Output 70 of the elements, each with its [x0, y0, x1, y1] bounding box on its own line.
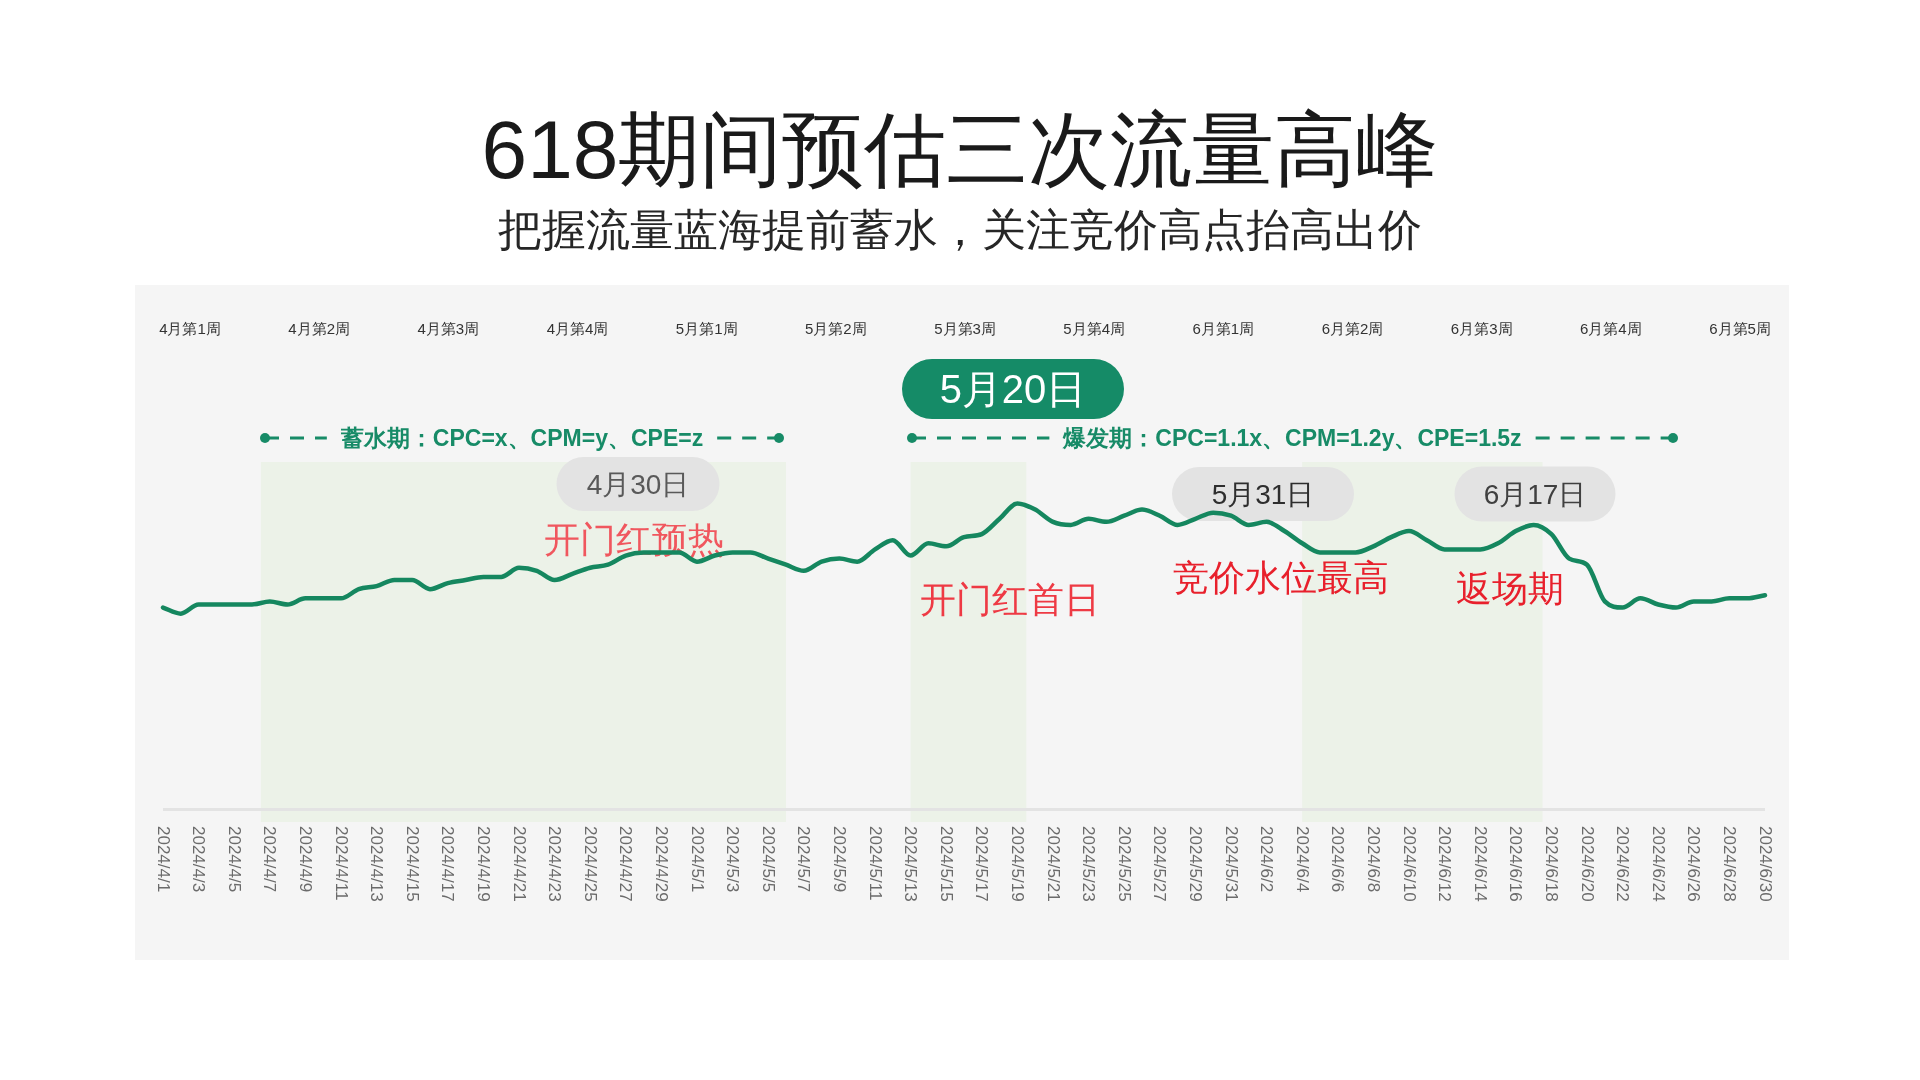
text: 爆发期：CPC=1.1x、CPM=1.2y、CPE=1.5z	[1062, 425, 1522, 451]
x-tick-label: 2024/6/2	[1257, 826, 1277, 893]
x-tick-label: 2024/6/24	[1648, 826, 1668, 902]
x-tick-label: 2024/4/13	[367, 826, 387, 902]
x-tick-label: 2024/5/19	[1007, 826, 1027, 902]
x-tick-label: 2024/5/15	[936, 826, 956, 902]
x-tick-label: 2024/5/5	[758, 826, 778, 893]
x-tick-label: 2024/4/21	[509, 826, 529, 902]
chart-title: 618期间预估三次流量高峰	[481, 103, 1439, 195]
text: 4月第1周	[159, 319, 221, 337]
x-tick-label: 2024/4/11	[331, 826, 351, 901]
x-tick-label: 2024/6/6	[1328, 826, 1348, 893]
chart-subtitle: 把握流量蓝海提前蓄水，关注竞价高点抬高出价	[498, 204, 1422, 254]
x-tick-label: 2024/6/28	[1719, 826, 1739, 902]
x-tick-label: 2024/6/18	[1541, 826, 1561, 902]
x-tick-label: 2024/4/5	[224, 826, 244, 893]
x-tick-label: 2024/4/7	[260, 826, 280, 893]
x-tick-label: 2024/4/19	[473, 826, 493, 902]
x-tick-label: 2024/6/8	[1363, 826, 1383, 893]
text: 4月第2周	[288, 319, 351, 337]
x-tick-label: 2024/4/29	[651, 826, 671, 902]
x-tick-label: 2024/5/27	[1150, 826, 1170, 902]
x-tick-label: 2024/4/23	[545, 826, 565, 902]
text: 4月30日	[586, 468, 690, 500]
text: 5月第4周	[1063, 319, 1126, 337]
x-tick-label: 2024/4/9	[295, 826, 315, 893]
text: 蓄水期：CPC=x、CPM=y、CPE=z	[339, 425, 704, 451]
annotation: 6月17日	[1483, 478, 1587, 510]
x-tick-label: 2024/6/26	[1684, 826, 1704, 902]
text: 5月20日	[939, 367, 1087, 411]
x-tick-label: 2024/6/16	[1506, 826, 1526, 902]
x-tick-label: 2024/5/11	[865, 826, 885, 901]
x-tick-label: 2024/4/27	[616, 826, 636, 902]
x-tick-label: 2024/6/30	[1755, 826, 1775, 902]
x-tick-label: 2024/5/25	[1114, 826, 1134, 902]
text: 6月第4周	[1580, 319, 1642, 337]
x-tick-label: 2024/4/17	[438, 826, 458, 902]
x-tick-label: 2024/5/7	[794, 826, 814, 893]
x-tick-label: 2024/5/29	[1185, 826, 1205, 902]
text: 6月第2周	[1321, 319, 1384, 337]
text: 6月第5周	[1709, 319, 1771, 337]
x-tick-label: 2024/5/17	[972, 826, 992, 902]
x-tick-label: 2024/4/3	[189, 826, 209, 893]
text: 5月第3周	[934, 319, 996, 337]
x-tick-label: 2024/5/13	[901, 826, 921, 902]
text: 6月第3周	[1450, 319, 1513, 337]
text: 4月第4周	[546, 319, 609, 337]
x-tick-label: 2024/4/15	[402, 826, 422, 902]
x-tick-label: 2024/6/20	[1577, 826, 1597, 902]
text: 6月第1周	[1192, 319, 1255, 337]
x-tick-label: 2024/5/31	[1221, 826, 1241, 902]
annotation: 开门红首日	[920, 578, 1100, 620]
text: 5月第2周	[805, 319, 867, 337]
x-tick-label: 2024/5/1	[687, 826, 707, 893]
annotation: 返场期	[1456, 567, 1564, 609]
x-tick-label: 2024/6/10	[1399, 826, 1419, 902]
x-tick-label: 2024/6/14	[1470, 826, 1490, 902]
x-tick-label: 2024/4/25	[580, 826, 600, 902]
annotation: 5月31日	[1211, 478, 1315, 510]
x-tick-label: 2024/4/1	[153, 826, 173, 893]
text: 5月第1周	[675, 319, 738, 337]
x-tick-label: 2024/6/22	[1613, 826, 1633, 902]
text: 4月第3周	[417, 319, 480, 337]
annotation: 竞价水位最高	[1173, 556, 1389, 598]
x-tick-label: 2024/6/12	[1435, 826, 1455, 902]
x-tick-label: 2024/5/23	[1079, 826, 1099, 902]
x-tick-label: 2024/5/3	[723, 826, 743, 893]
x-tick-label: 2024/6/4	[1292, 826, 1312, 893]
x-tick-label: 2024/5/21	[1043, 826, 1063, 902]
x-tick-label: 2024/5/9	[829, 826, 849, 893]
